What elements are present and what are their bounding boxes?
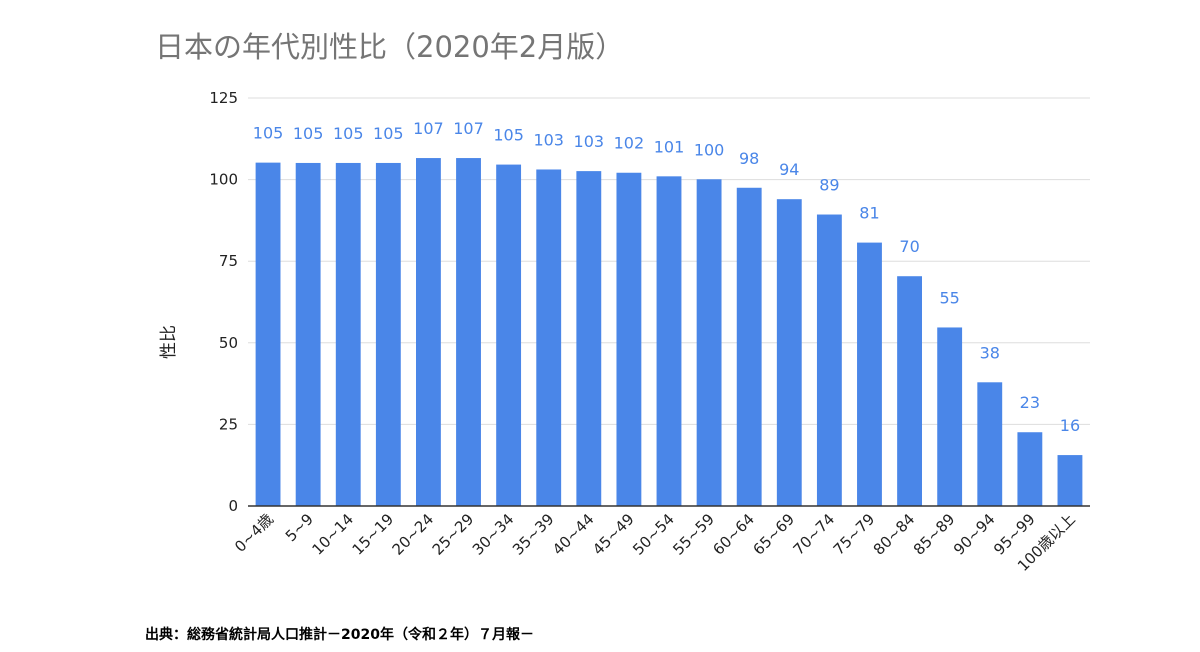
bar — [415, 158, 441, 506]
x-axis-labels: 0~4歳 5~910~1415~1920~2425~2930~3435~3940~… — [231, 510, 1079, 575]
x-tick-label: 15~19 — [349, 510, 398, 559]
data-label: 105 — [333, 124, 364, 143]
bar — [335, 162, 361, 506]
bar — [456, 158, 481, 506]
data-label: 81 — [859, 204, 879, 223]
bar — [897, 276, 923, 506]
x-tick-label: 40~44 — [549, 510, 598, 559]
x-tick-label: 55~59 — [669, 510, 718, 559]
x-tick-label: 25~29 — [429, 510, 478, 559]
y-tick-label: 25 — [219, 415, 238, 433]
x-tick-label: 90~94 — [950, 510, 999, 559]
x-tick-label: 65~69 — [750, 510, 799, 559]
data-label: 102 — [614, 134, 645, 153]
x-tick-label: 10~14 — [308, 510, 357, 559]
bar — [616, 172, 642, 506]
bar — [696, 179, 722, 506]
bars — [255, 158, 1083, 507]
bar — [776, 199, 802, 506]
data-label: 16 — [1060, 416, 1080, 435]
bar — [816, 214, 842, 507]
bar — [736, 187, 762, 506]
x-tick-label: 50~54 — [629, 510, 678, 559]
data-label: 103 — [533, 130, 564, 149]
bar — [977, 382, 1003, 506]
bar — [375, 162, 401, 506]
data-label: 94 — [779, 160, 799, 179]
y-tick-label: 0 — [228, 497, 238, 515]
bar — [1017, 432, 1043, 506]
data-label: 107 — [453, 119, 484, 138]
x-tick-label: 20~24 — [389, 510, 438, 559]
y-tick-label: 75 — [219, 252, 238, 270]
data-label: 107 — [413, 119, 444, 138]
bar — [656, 176, 682, 506]
data-label: 89 — [819, 176, 839, 195]
data-label: 98 — [739, 149, 759, 168]
x-tick-label: 70~74 — [790, 510, 839, 559]
bar — [255, 162, 281, 506]
x-tick-label: 80~84 — [870, 510, 919, 559]
bar — [496, 164, 522, 506]
y-axis-title: 性比 — [159, 325, 179, 359]
x-tick-label: 60~64 — [709, 510, 758, 559]
bar — [295, 162, 321, 506]
bar — [576, 171, 602, 507]
x-tick-label: 35~39 — [509, 510, 558, 559]
chart-title: 日本の年代別性比（2020年2月版） — [155, 30, 625, 64]
bar — [857, 242, 882, 506]
y-tick-label: 125 — [209, 89, 238, 107]
source-note: 出典：総務省統計局人口推計－2020年（令和２年）７月報－ — [145, 627, 534, 643]
data-label: 103 — [574, 132, 605, 151]
data-label: 105 — [493, 126, 524, 145]
data-label: 70 — [899, 237, 919, 256]
bar — [536, 169, 562, 506]
data-label: 23 — [1020, 393, 1040, 412]
y-axis-ticks: 0 25 50 75 100 125 — [209, 89, 238, 515]
y-tick-label: 100 — [209, 171, 238, 189]
data-label: 38 — [980, 343, 1000, 362]
data-label: 105 — [293, 124, 324, 143]
data-labels: 105 105 105 105 107 107 105 103 103 102 101 100 98 94… — [253, 119, 1080, 435]
data-label: 100 — [694, 140, 725, 159]
data-label: 101 — [654, 137, 685, 156]
bar — [1057, 455, 1083, 506]
x-tick-label: 75~79 — [830, 510, 879, 559]
x-tick-label: 0~4歳 — [231, 510, 277, 556]
bar — [937, 327, 963, 506]
x-tick-label: 30~34 — [469, 510, 518, 559]
x-tick-label: 85~89 — [910, 510, 959, 559]
data-label: 105 — [253, 124, 284, 143]
y-tick-label: 50 — [219, 334, 238, 352]
data-label: 105 — [373, 124, 404, 143]
data-label: 55 — [939, 288, 959, 307]
x-tick-label: 5~9 — [282, 510, 317, 545]
x-tick-label: 45~49 — [589, 510, 638, 559]
